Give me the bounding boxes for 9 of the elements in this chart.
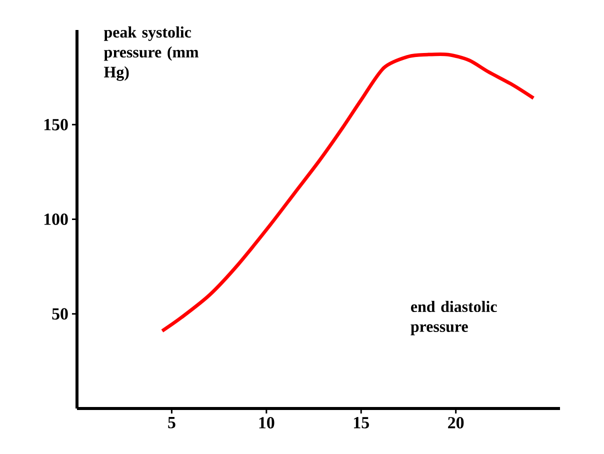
x-tick-label: 15 xyxy=(354,417,369,428)
x-tick-label: 5 xyxy=(168,417,176,428)
x-tick-label: 20 xyxy=(448,417,464,428)
y-tick-label: 50 xyxy=(52,308,68,320)
y-tick-label: 150 xyxy=(44,118,68,130)
y-tick-label: 100 xyxy=(44,214,68,225)
y-axis-title: peak systolic pressure (mm Hg) xyxy=(104,26,199,81)
x-axis-title: end diastolic pressure xyxy=(410,300,497,336)
x-tick-label: 10 xyxy=(259,417,274,428)
